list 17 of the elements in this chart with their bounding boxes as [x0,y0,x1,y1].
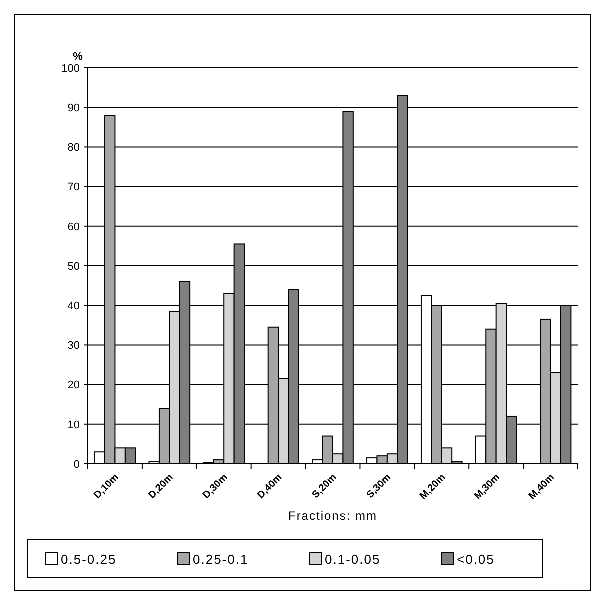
legend-label: 0.1-0.05 [325,552,381,567]
y-tick-label: 30 [68,340,80,352]
y-tick-label: 10 [68,419,80,432]
y-tick-label: 60 [68,221,80,234]
y-tick-label: 70 [68,182,80,194]
y-tick-label: 50 [68,260,80,273]
y-tick-label: 80 [68,142,80,154]
y-tick-label: 90 [68,102,80,114]
y-tick-label: 20 [68,380,80,392]
x-axis-title: Fractions: mm [288,509,378,523]
legend-label: <0.05 [457,552,495,567]
y-tick-label: 100 [62,62,80,75]
y-tick-label: 0 [74,458,80,471]
y-axis-title: % [73,51,84,63]
y-tick-label: 40 [68,300,80,312]
legend-label: 0.25-0.1 [193,552,249,567]
legend-label: 0.5-0.25 [61,552,117,567]
